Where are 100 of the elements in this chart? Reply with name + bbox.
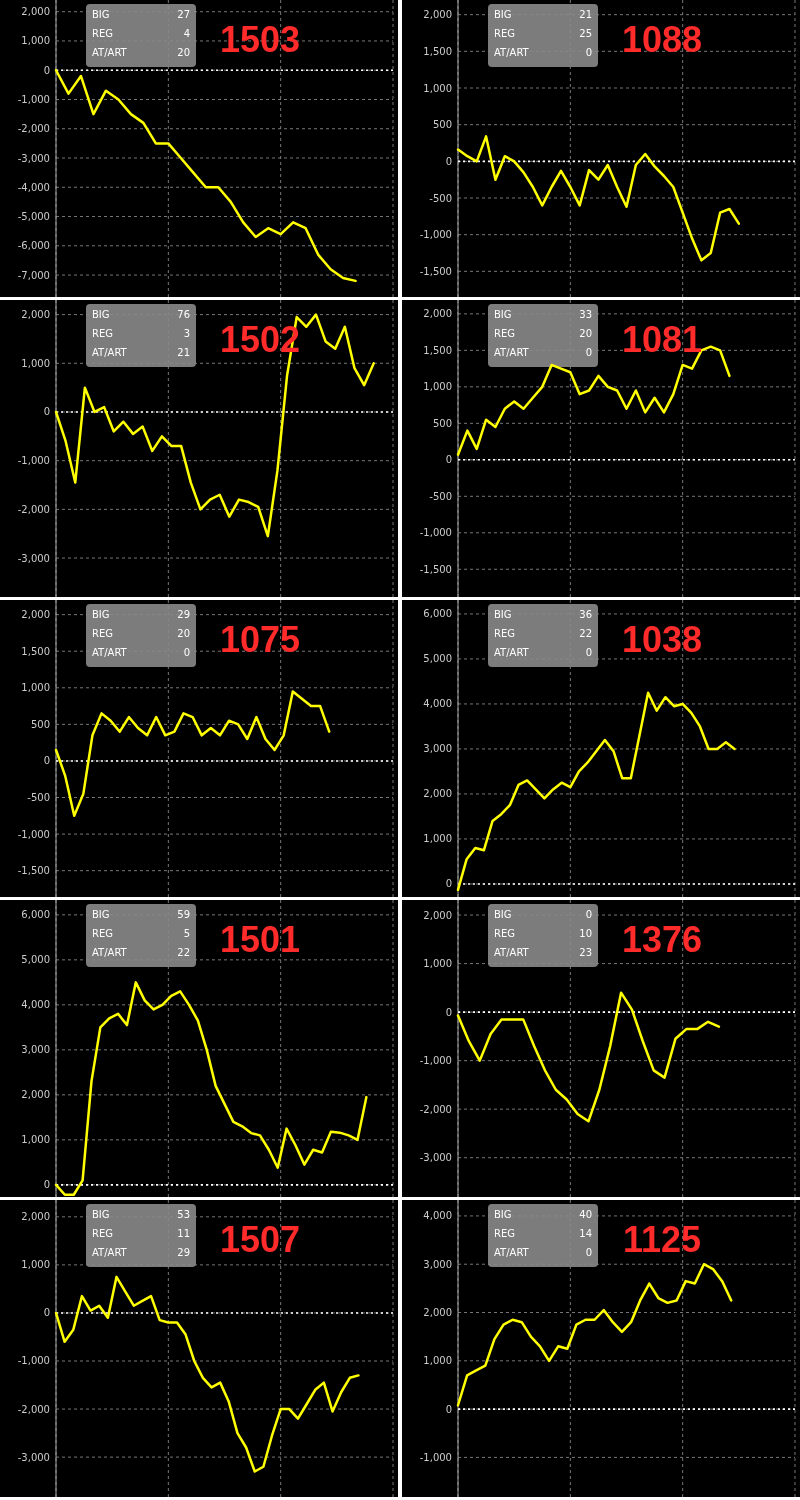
y-tick-label: 2,000 — [423, 1307, 452, 1319]
y-tick-label: 2,000 — [21, 609, 50, 621]
y-tick-label: -1,000 — [17, 828, 50, 840]
annotation: BIG — [92, 609, 110, 620]
y-tick-label: 2,000 — [423, 788, 452, 800]
annotation: 0 — [585, 1247, 592, 1258]
annotation: REG — [92, 1228, 114, 1239]
annotation: AT/ART — [92, 47, 128, 58]
y-tick-label: 500 — [30, 718, 50, 730]
annotation: BIG — [494, 1209, 512, 1220]
y-tick-label: 2,000 — [21, 1211, 50, 1223]
y-tick-label: 2,000 — [423, 9, 452, 21]
y-tick-label: 0 — [445, 878, 452, 890]
text: 1376 — [621, 919, 703, 960]
line-series — [456, 135, 741, 262]
y-tick-label: -3,000 — [419, 1152, 452, 1164]
y-tick-label: -2,000 — [17, 1403, 50, 1415]
y-tick-label: 4,000 — [423, 1210, 452, 1222]
y-tick-label: -5,000 — [17, 211, 50, 223]
annotation: AT/ART — [494, 1247, 530, 1258]
y-tick-label: 0 — [43, 406, 50, 418]
annotation: 29 — [177, 609, 190, 620]
y-tick-label: 0 — [445, 454, 452, 466]
annotation: BIG — [92, 9, 110, 20]
y-tick-label: 1,000 — [21, 682, 50, 694]
annotation: AT/ART — [494, 947, 530, 958]
annotation: REG — [92, 628, 114, 639]
y-tick-label: 0 — [445, 1006, 452, 1018]
y-tick-label: -4,000 — [17, 181, 50, 193]
annotation: 0 — [585, 909, 592, 920]
y-tick-label: 1,000 — [21, 357, 50, 369]
annotation: AT/ART — [494, 47, 530, 58]
y-tick-label: -1,000 — [419, 229, 452, 241]
annotation: REG — [92, 28, 114, 39]
y-tick-label: 3,000 — [423, 743, 452, 755]
annotation: BIG — [494, 609, 512, 620]
y-tick-label: -6,000 — [17, 240, 50, 252]
text: 1501 — [219, 919, 301, 960]
y-tick-label: -500 — [429, 490, 452, 502]
y-tick-label: 1,000 — [21, 1134, 50, 1146]
y-tick-label: 6,000 — [423, 608, 452, 620]
annotation: BIG — [92, 309, 110, 320]
annotation: BIG — [92, 909, 110, 920]
y-tick-label: 4,000 — [423, 698, 452, 710]
y-tick-label: -500 — [27, 792, 50, 804]
y-tick-label: 0 — [445, 1403, 452, 1415]
y-tick-label: -1,000 — [17, 93, 50, 105]
annotation: 10 — [579, 928, 592, 939]
line-series — [54, 690, 331, 818]
y-tick-label: -500 — [429, 192, 452, 204]
y-tick-label: 3,000 — [21, 1044, 50, 1056]
y-tick-label: 500 — [432, 417, 452, 429]
annotation: REG — [494, 1228, 516, 1239]
text: 1503 — [219, 19, 301, 60]
y-tick-label: 5,000 — [423, 653, 452, 665]
annotation: 36 — [579, 609, 592, 620]
annotation: 27 — [177, 9, 190, 20]
text: 1507 — [219, 1219, 301, 1260]
y-tick-label: 1,500 — [423, 344, 452, 356]
y-tick-label: 6,000 — [21, 909, 50, 921]
y-tick-label: 1,000 — [21, 1259, 50, 1271]
y-tick-label: 0 — [43, 1307, 50, 1319]
y-tick-label: 1,000 — [423, 958, 452, 970]
annotation: AT/ART — [92, 647, 128, 658]
annotation: REG — [494, 28, 516, 39]
annotation: 0 — [585, 347, 592, 358]
y-tick-label: -1,500 — [419, 563, 452, 575]
annotation: REG — [494, 928, 516, 939]
annotation: 20 — [177, 47, 190, 58]
annotation: 76 — [177, 309, 190, 320]
y-tick-label: 2,000 — [21, 309, 50, 321]
annotation: BIG — [494, 309, 512, 320]
annotation: 0 — [183, 647, 190, 658]
y-tick-label: -7,000 — [17, 269, 50, 281]
annotation: AT/ART — [92, 947, 128, 958]
line-series — [456, 991, 721, 1123]
annotation: 3 — [183, 328, 190, 339]
text: 1075 — [219, 619, 301, 660]
annotation: BIG — [92, 1209, 110, 1220]
y-tick-label: -1,000 — [17, 455, 50, 467]
y-tick-label: -1,500 — [17, 865, 50, 877]
annotation: 53 — [177, 1209, 190, 1220]
text: 1081 — [621, 319, 703, 360]
y-tick-label: -1,000 — [419, 527, 452, 539]
y-tick-label: 1,500 — [21, 645, 50, 657]
annotation: AT/ART — [92, 347, 128, 358]
y-tick-label: 2,000 — [21, 1089, 50, 1101]
y-tick-label: -1,500 — [419, 265, 452, 277]
annotation: AT/ART — [494, 647, 530, 658]
y-tick-label: 2,000 — [21, 6, 50, 18]
annotation: 21 — [177, 347, 190, 358]
line-series — [54, 1275, 360, 1473]
annotation: AT/ART — [494, 347, 530, 358]
y-tick-label: 1,000 — [423, 1355, 452, 1367]
annotation: 0 — [585, 647, 592, 658]
y-tick-label: -3,000 — [17, 1451, 50, 1463]
line-series — [54, 981, 368, 1196]
y-tick-label: -3,000 — [17, 152, 50, 164]
annotation: BIG — [494, 909, 512, 920]
annotation: 22 — [177, 947, 190, 958]
